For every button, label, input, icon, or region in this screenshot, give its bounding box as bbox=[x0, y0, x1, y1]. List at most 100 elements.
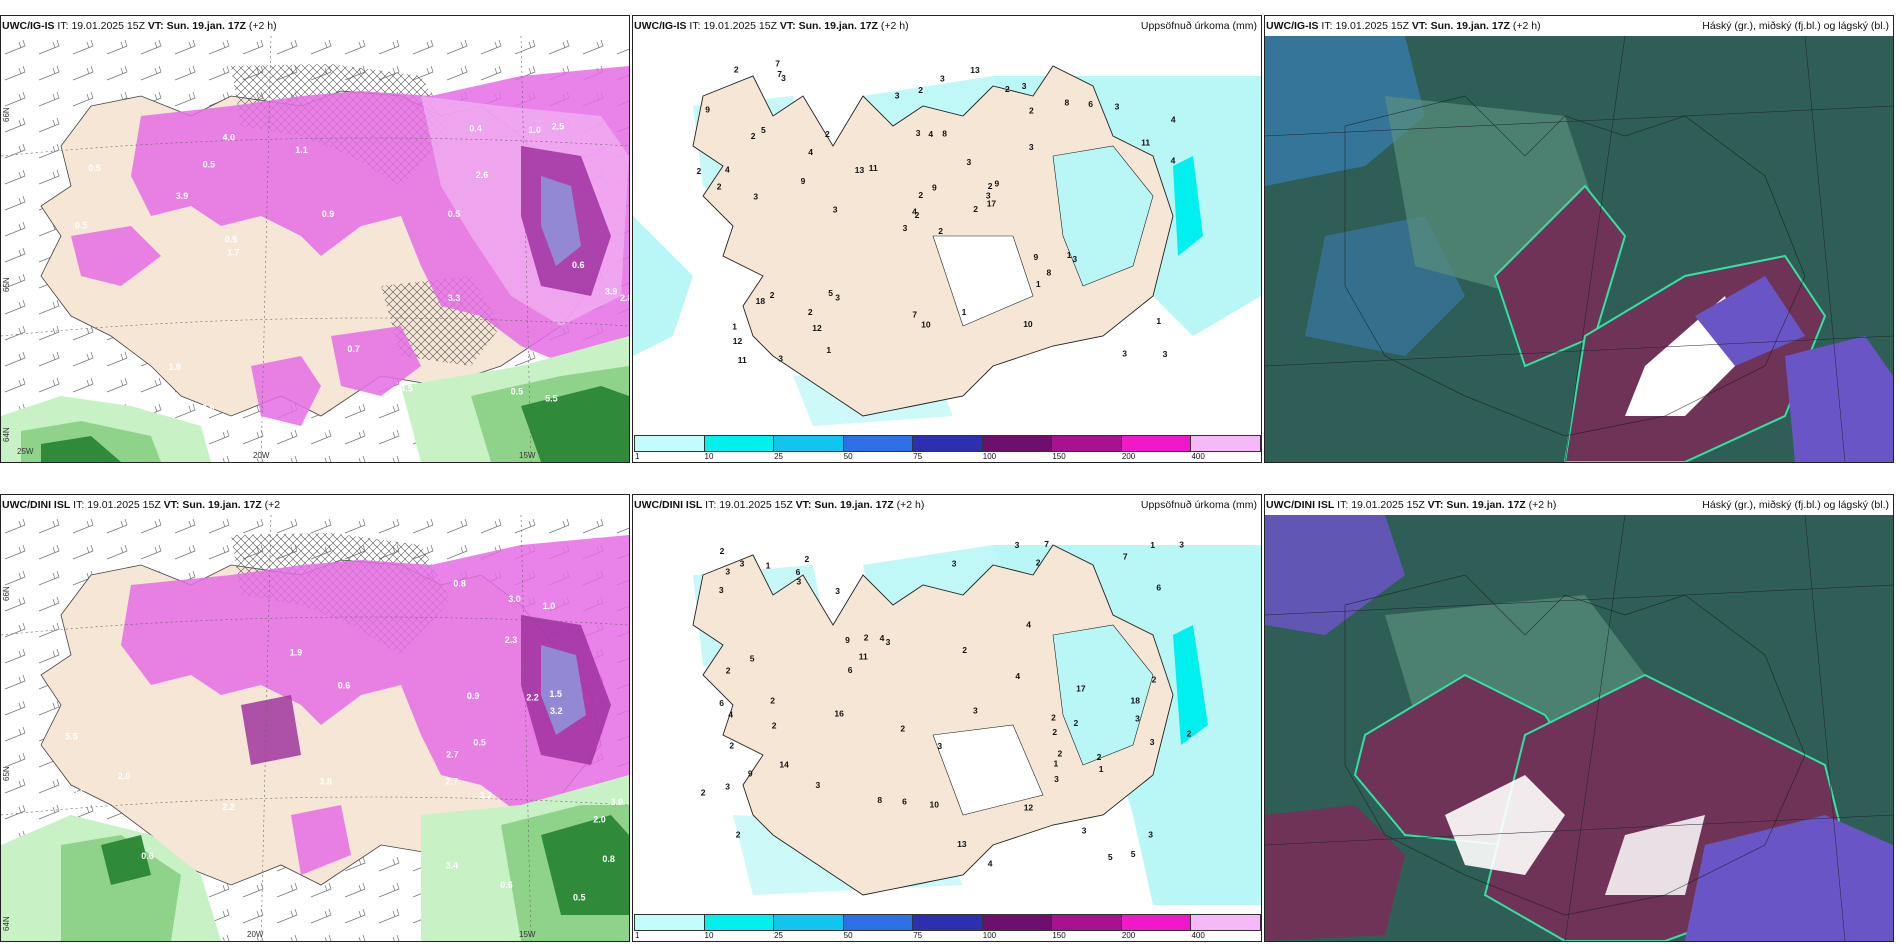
station-value: 0.9 bbox=[467, 691, 480, 701]
station-value: 2 bbox=[717, 182, 722, 192]
weather-map[interactable]: 2.7 3.0 2.2 2.0 3.4 2.3 1.5 0.6 0.8 0.6 0.5 2.7 0.5 3… bbox=[1, 515, 629, 941]
panel-title: UWC/IG-IS IT: 19.01.2025 15Z VT: Sun. 19… bbox=[2, 20, 277, 32]
station-value: 3 bbox=[740, 558, 745, 568]
station-value: 2 bbox=[1187, 729, 1192, 739]
station-value: 4 bbox=[728, 709, 733, 719]
station-value: 1 bbox=[1150, 540, 1155, 550]
cloud-map[interactable] bbox=[1265, 515, 1893, 941]
station-value: 4.0 bbox=[223, 133, 236, 143]
legend-swatch bbox=[703, 914, 775, 931]
panel-igis-precip: UWC/IG-IS IT: 19.01.2025 15Z VT: Sun. 19… bbox=[632, 15, 1262, 463]
station-value: 0.9 bbox=[202, 403, 215, 413]
station-value: 2 bbox=[918, 190, 923, 200]
station-value: 2 bbox=[1097, 752, 1102, 762]
station-value: 3 bbox=[781, 73, 786, 83]
station-value: 0.6 bbox=[141, 851, 154, 861]
station-value: 11 bbox=[1141, 137, 1150, 147]
station-value: 9 bbox=[801, 176, 806, 186]
station-value: 1 bbox=[1054, 758, 1059, 768]
station-value: 14 bbox=[779, 760, 789, 770]
legend-label: 50 bbox=[843, 931, 853, 940]
station-value: 9 bbox=[705, 104, 710, 114]
station-value: 2.2 bbox=[526, 693, 539, 703]
station-value: 0.5 bbox=[75, 221, 88, 231]
legend-swatch bbox=[912, 914, 983, 931]
legend-swatch bbox=[1051, 914, 1122, 931]
station-value: 2 bbox=[1036, 558, 1041, 568]
station-value: 13 bbox=[970, 65, 980, 75]
station-value: 3 bbox=[1029, 142, 1034, 152]
station-value: 2 bbox=[988, 181, 993, 191]
station-value: 2.7 bbox=[446, 750, 459, 760]
station-value: 3.2 bbox=[480, 791, 493, 801]
station-value: 0.8 bbox=[602, 854, 615, 864]
station-value: 4 bbox=[1015, 671, 1020, 681]
station-value: 3 bbox=[816, 780, 821, 790]
station-value: 3 bbox=[725, 567, 730, 577]
station-value: 1 bbox=[766, 561, 771, 571]
station-value: 4 bbox=[808, 147, 813, 157]
station-value: 3.8 bbox=[319, 776, 332, 786]
station-value: 1 bbox=[826, 345, 831, 355]
station-value: 3.0 bbox=[508, 594, 521, 604]
weather-map[interactable]: 0.50.50.51.11.02.43.31.72.52.83.94.02.61… bbox=[1, 36, 629, 462]
station-value: 2 bbox=[1052, 727, 1057, 737]
station-value: 17 bbox=[987, 199, 997, 209]
station-value: 2 bbox=[736, 829, 741, 839]
station-value: 2.3 bbox=[505, 635, 518, 645]
lon-label: 20W bbox=[253, 451, 270, 460]
lat-label: 64N bbox=[2, 916, 11, 931]
lon-label: 25W bbox=[17, 447, 34, 456]
station-value: 8 bbox=[1065, 98, 1070, 108]
panel-variable: Háský (gr.), miðský (fj.bl.) og lágský (… bbox=[1702, 20, 1889, 32]
station-value: 3.2 bbox=[550, 706, 563, 716]
station-value: 2 bbox=[805, 554, 810, 564]
station-value: 2.0 bbox=[593, 815, 606, 825]
legend-label: 25 bbox=[774, 931, 784, 940]
station-value: 3 bbox=[1135, 713, 1140, 723]
station-value: 3 bbox=[1115, 102, 1120, 112]
legend-swatch bbox=[981, 435, 1053, 452]
station-value: 1 bbox=[732, 322, 737, 332]
station-value: 3.0 bbox=[611, 797, 624, 807]
legend-swatch bbox=[703, 435, 775, 452]
legend-swatch bbox=[773, 435, 844, 452]
station-value: 0.5 bbox=[225, 234, 238, 244]
precip-map[interactable]: 2 3 2 2 3 3 3 2 9 4 3 6 3 3 8 2 3 3 4 14 3 7 6 3 3 6 2 4 3 17 13 12 11 16… bbox=[633, 515, 1261, 913]
station-value: 4 bbox=[725, 165, 730, 175]
station-value: 2 bbox=[962, 645, 967, 655]
station-value: 3 bbox=[1082, 825, 1087, 835]
station-value: 2.6 bbox=[476, 170, 489, 180]
panel-dini-weather: UWC/DINI ISL IT: 19.01.2025 15Z VT: Sun.… bbox=[0, 494, 630, 942]
station-value: 0.9 bbox=[322, 209, 335, 219]
station-value: 3 bbox=[835, 586, 840, 596]
station-value: 2 bbox=[1074, 718, 1079, 728]
station-value: 0.5 bbox=[473, 737, 486, 747]
station-value: 3 bbox=[916, 128, 921, 138]
station-value: 2 bbox=[918, 85, 923, 95]
station-value: 0.6 bbox=[500, 880, 513, 890]
legend-swatch bbox=[634, 435, 705, 452]
station-value: 1.1 bbox=[333, 410, 346, 420]
lon-label: 15W bbox=[519, 930, 536, 939]
station-value: 4 bbox=[988, 859, 993, 869]
legend-label: 150 bbox=[1052, 931, 1066, 940]
station-value: 2 bbox=[1029, 105, 1034, 115]
cloud-map[interactable] bbox=[1265, 36, 1893, 462]
station-value: 3 bbox=[797, 576, 802, 586]
panel-title: UWC/DINI ISL IT: 19.01.2025 15Z VT: Sun.… bbox=[634, 499, 925, 511]
precip-legend: 1 10 25 50 75 100 150 200 400 bbox=[634, 435, 1261, 461]
station-value: 6 bbox=[902, 797, 907, 807]
station-value: 3 bbox=[973, 705, 978, 715]
station-value: 3 bbox=[1179, 540, 1184, 550]
legend-label: 100 bbox=[982, 931, 997, 940]
precip-map[interactable]: 2 2 2 1 2 3 3 8 2 2 3 3 3 4 3 3 3 3 3 2 11 12 12 4 9 3 5 2 2 9 4 4 7 2 2 8 5… bbox=[633, 36, 1261, 434]
legend-swatch bbox=[842, 435, 914, 452]
station-value: 1 bbox=[1099, 764, 1104, 774]
station-value: 8 bbox=[877, 795, 882, 805]
legend-label: 75 bbox=[913, 931, 923, 940]
station-value: 9 bbox=[748, 769, 753, 779]
station-value: 4 bbox=[1171, 156, 1176, 166]
panel-title: UWC/IG-IS IT: 19.01.2025 15Z VT: Sun. 19… bbox=[1266, 20, 1541, 32]
station-value: 2 bbox=[915, 210, 920, 220]
